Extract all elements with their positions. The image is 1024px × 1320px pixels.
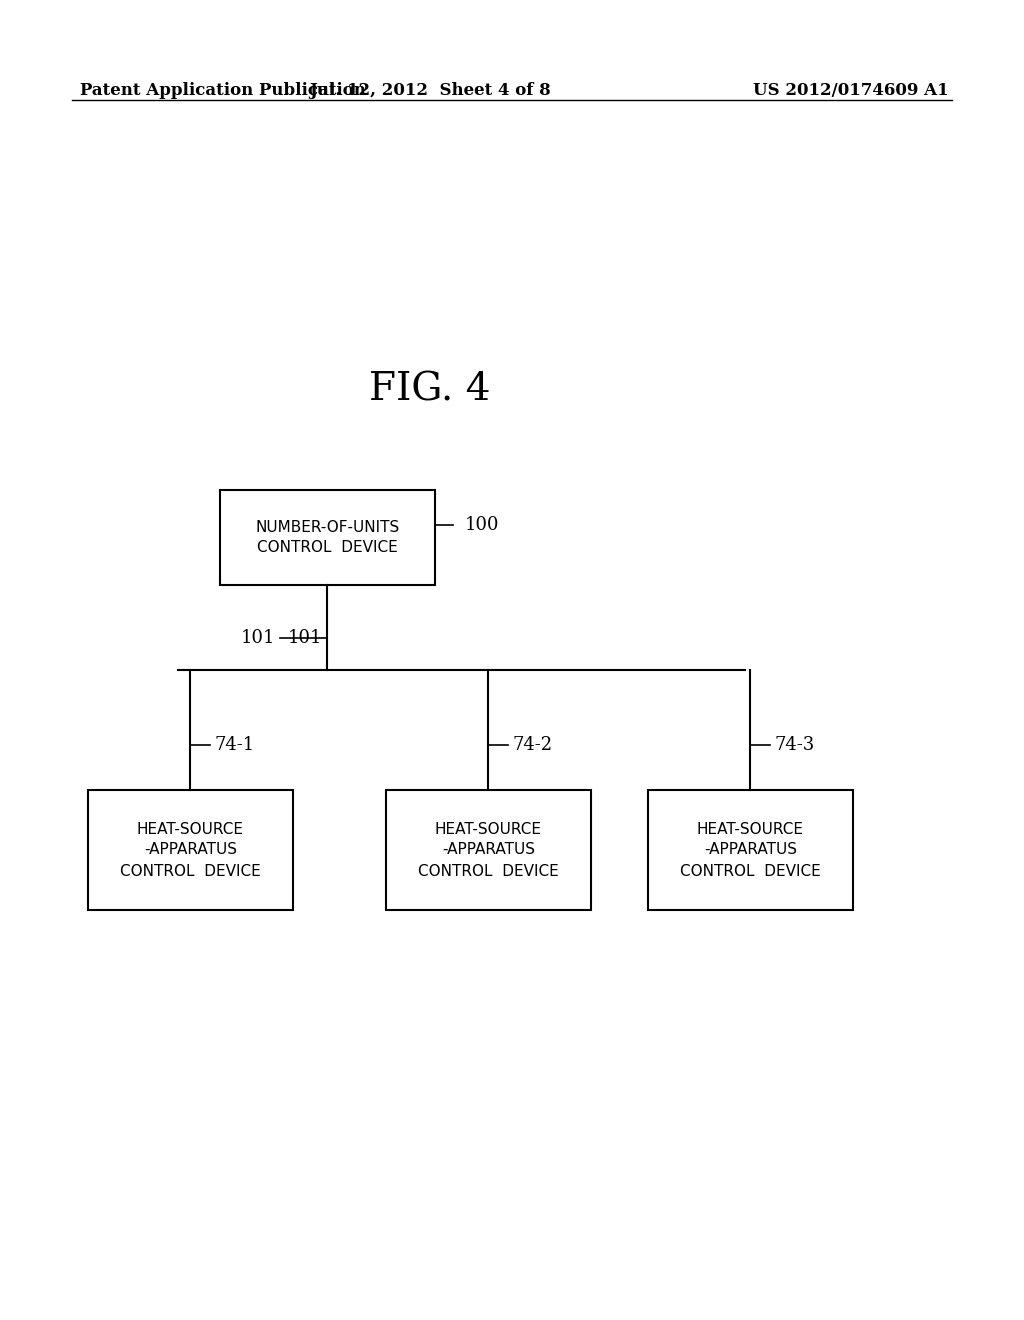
Text: HEAT-SOURCE
-APPARATUS
CONTROL  DEVICE: HEAT-SOURCE -APPARATUS CONTROL DEVICE xyxy=(418,821,559,879)
Text: 100: 100 xyxy=(465,516,500,535)
Bar xyxy=(386,789,591,909)
Text: Patent Application Publication: Patent Application Publication xyxy=(80,82,366,99)
Bar xyxy=(648,789,853,909)
Text: HEAT-SOURCE
-APPARATUS
CONTROL  DEVICE: HEAT-SOURCE -APPARATUS CONTROL DEVICE xyxy=(120,821,261,879)
Text: NUMBER-OF-UNITS
CONTROL  DEVICE: NUMBER-OF-UNITS CONTROL DEVICE xyxy=(255,520,399,556)
Text: 101: 101 xyxy=(288,630,323,647)
Text: 74-3: 74-3 xyxy=(775,737,815,754)
Text: 101: 101 xyxy=(241,630,275,647)
Bar xyxy=(220,490,435,585)
Text: 74-1: 74-1 xyxy=(215,737,255,754)
Text: 74-2: 74-2 xyxy=(513,737,553,754)
Text: HEAT-SOURCE
-APPARATUS
CONTROL  DEVICE: HEAT-SOURCE -APPARATUS CONTROL DEVICE xyxy=(680,821,821,879)
Text: US 2012/0174609 A1: US 2012/0174609 A1 xyxy=(754,82,949,99)
Text: FIG. 4: FIG. 4 xyxy=(370,371,490,408)
Text: Jul. 12, 2012  Sheet 4 of 8: Jul. 12, 2012 Sheet 4 of 8 xyxy=(309,82,551,99)
Bar xyxy=(88,789,293,909)
